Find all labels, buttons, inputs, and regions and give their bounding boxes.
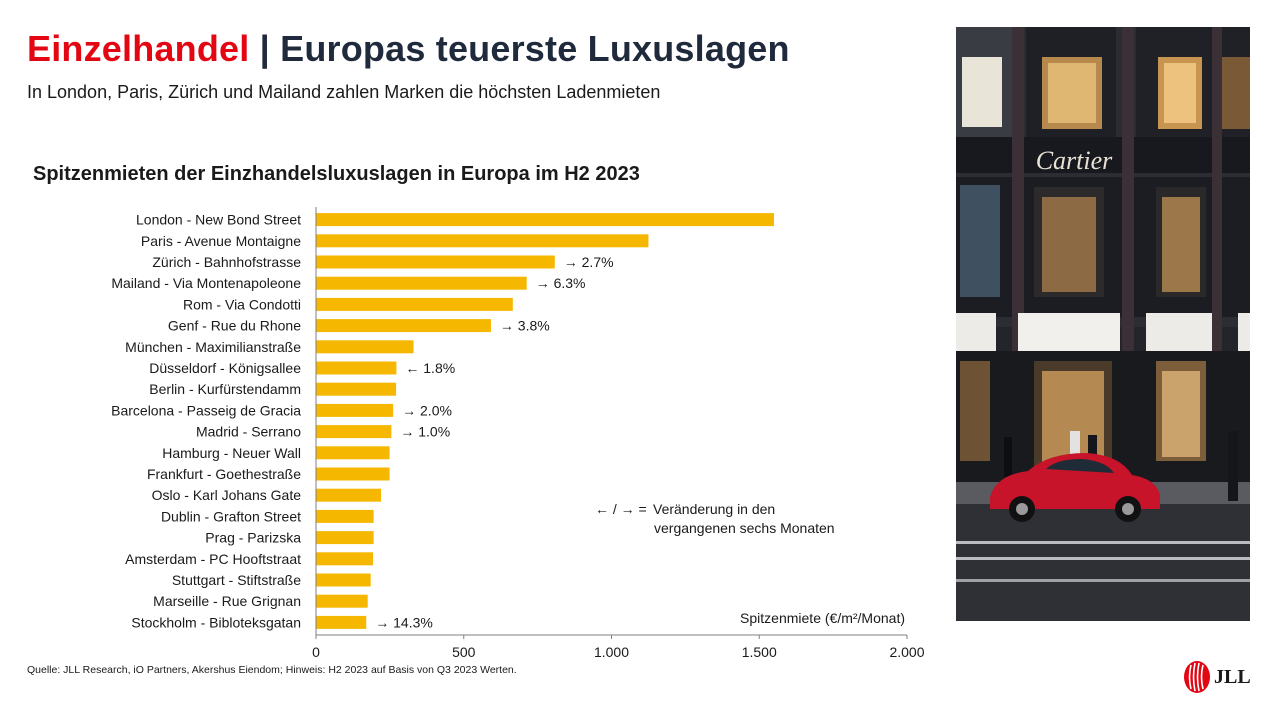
- category-label: London - New Bond Street: [136, 212, 301, 228]
- category-label: Prag - Parizska: [205, 530, 301, 546]
- title-accent: Einzelhandel: [27, 28, 250, 69]
- category-label: Düsseldorf - Königsallee: [149, 360, 301, 376]
- legend-line-2: vergangenen sechs Monaten: [654, 520, 835, 536]
- category-label: Paris - Avenue Montaigne: [141, 233, 301, 249]
- bar: [316, 552, 374, 566]
- category-label: Oslo - Karl Johans Gate: [152, 487, 302, 503]
- bar: [316, 509, 374, 523]
- bar: [316, 382, 397, 396]
- category-label: München - Maximilianstraße: [125, 339, 301, 355]
- bar: [316, 573, 371, 587]
- category-label: Barcelona - Passeig de Gracia: [111, 402, 301, 418]
- category-label: Dublin - Grafton Street: [161, 508, 301, 524]
- bar: [316, 276, 527, 290]
- category-label: Marseille - Rue Grignan: [153, 593, 301, 609]
- category-label: Amsterdam - PC Hooftstraat: [125, 551, 301, 567]
- category-label: Mailand - Via Montenapoleone: [111, 275, 301, 291]
- bar: [316, 488, 382, 502]
- bar: [316, 425, 392, 439]
- bar: [316, 467, 390, 481]
- photo-illustration: Cartier: [956, 27, 1250, 621]
- bar: [316, 213, 775, 227]
- bar: [316, 319, 491, 333]
- category-label: Berlin - Kurfürstendamm: [149, 381, 301, 397]
- jll-logo: JLL: [1183, 660, 1251, 694]
- category-label: Rom - Via Condotti: [183, 296, 301, 312]
- page-title: Einzelhandel | Europas teuerste Luxuslag…: [27, 28, 790, 70]
- bar-chart: London - New Bond Street Paris - Avenue M…: [111, 207, 925, 660]
- bar: [316, 594, 368, 608]
- legend-line-1: Veränderung in den: [653, 501, 776, 517]
- chart-title: Spitzenmieten der Einzhandelsluxuslagen …: [33, 163, 640, 185]
- change-annotation: ← 1.8%: [405, 360, 455, 376]
- x-tick-label: 0: [312, 644, 320, 660]
- bar: [316, 531, 374, 545]
- category-label: Stuttgart - Stiftstraße: [172, 572, 301, 588]
- category-label: Frankfurt - Goethestraße: [147, 466, 301, 482]
- category-label: Madrid - Serrano: [196, 424, 301, 440]
- bar: [316, 340, 414, 354]
- x-tick-label: 1.500: [742, 644, 777, 660]
- change-annotation: → 6.3%: [536, 275, 586, 291]
- store-sign: Cartier: [1036, 146, 1113, 175]
- x-tick-label: 500: [452, 644, 476, 660]
- change-annotation: → 2.7%: [564, 254, 614, 270]
- source-note: Quelle: JLL Research, iO Partners, Akers…: [27, 664, 517, 676]
- bar: [316, 234, 649, 248]
- jll-logo-text: JLL: [1214, 665, 1251, 688]
- page-subtitle: In London, Paris, Zürich und Mailand zah…: [27, 82, 661, 102]
- change-annotation: → 14.3%: [375, 614, 433, 630]
- title-rest: | Europas teuerste Luxuslagen: [249, 28, 790, 69]
- bar: [316, 615, 367, 629]
- x-tick-label: 1.000: [594, 644, 629, 660]
- change-annotation: → 2.0%: [402, 402, 452, 418]
- x-tick-label: 2.000: [889, 644, 924, 660]
- category-label: Hamburg - Neuer Wall: [162, 445, 301, 461]
- legend-arrows: ← / → =: [595, 501, 647, 517]
- change-annotation: → 3.8%: [500, 318, 550, 334]
- category-label: Stockholm - Bibloteksgatan: [131, 614, 301, 630]
- bar: [316, 403, 394, 417]
- bar: [316, 361, 397, 375]
- category-label: Genf - Rue du Rhone: [168, 318, 301, 334]
- bar: [316, 446, 390, 460]
- jll-logo-icon: [1184, 661, 1210, 693]
- x-axis-label: Spitzenmiete (€/m²/Monat): [740, 610, 905, 626]
- change-legend: ← / → = Veränderung in den vergangenen se…: [595, 500, 835, 538]
- bar: [316, 255, 555, 269]
- change-annotation: → 1.0%: [400, 424, 450, 440]
- bar: [316, 297, 513, 311]
- store-photo: Cartier: [956, 27, 1250, 621]
- category-label: Zürich - Bahnhofstrasse: [152, 254, 301, 270]
